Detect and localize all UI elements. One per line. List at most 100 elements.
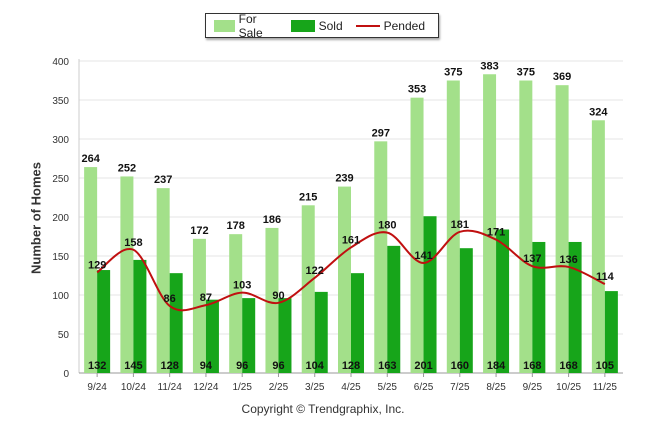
data-label-sold: 132 <box>88 360 106 372</box>
x-tick-label: 2/25 <box>269 382 289 393</box>
data-label-for-sale: 383 <box>480 60 498 72</box>
y-tick-label: 400 <box>52 57 69 68</box>
bar-for-sale <box>410 97 424 373</box>
data-label-sold: 128 <box>160 360 178 372</box>
bar-sold <box>532 241 546 373</box>
x-tick-label: 11/24 <box>158 382 183 393</box>
data-label-pended: 122 <box>306 265 324 277</box>
data-label-sold: 163 <box>378 360 396 372</box>
bar-for-sale <box>591 120 605 373</box>
data-label-pended: 129 <box>88 259 106 271</box>
data-label-pended: 114 <box>596 271 615 283</box>
line-pended <box>96 229 606 312</box>
legend-swatch-sold <box>290 19 315 32</box>
bar-sold <box>568 241 582 373</box>
data-label-for-sale: 375 <box>517 67 535 79</box>
legend-swatch-pended <box>355 24 380 27</box>
data-label-for-sale: 172 <box>190 225 208 237</box>
bar-sold <box>459 248 473 373</box>
copyright-footer: Copyright © Trendgraphix, Inc. <box>241 402 405 416</box>
data-label-for-sale: 324 <box>589 106 608 118</box>
data-label-pended: 181 <box>451 219 469 231</box>
data-label-sold: 168 <box>559 360 577 372</box>
data-label-for-sale: 215 <box>299 191 317 203</box>
bar-for-sale <box>555 85 569 374</box>
data-label-pended: 136 <box>559 254 577 266</box>
data-label-for-sale: 237 <box>154 174 172 186</box>
data-label-pended: 103 <box>233 280 251 292</box>
y-tick-label: 50 <box>58 330 70 341</box>
bar-sold <box>423 216 437 373</box>
data-label-for-sale: 264 <box>81 153 100 165</box>
y-tick-label: 250 <box>52 174 69 185</box>
bar-sold <box>97 270 111 373</box>
data-label-pended: 137 <box>523 253 541 265</box>
x-tick-label: 5/25 <box>378 382 398 393</box>
data-label-pended: 171 <box>487 227 505 239</box>
y-tick-label: 0 <box>63 369 69 380</box>
bar-for-sale <box>446 80 460 373</box>
legend: For Sale Sold Pended <box>205 12 439 40</box>
data-label-sold: 168 <box>523 360 541 372</box>
data-label-sold: 160 <box>451 360 469 372</box>
data-label-sold: 128 <box>342 360 360 372</box>
legend-item-sold[interactable]: Sold <box>290 18 343 33</box>
data-label-sold: 201 <box>414 360 432 372</box>
bar-for-sale <box>265 227 279 373</box>
y-tick-label: 300 <box>52 135 69 146</box>
legend-item-for-sale[interactable]: For Sale <box>214 12 278 40</box>
bar-for-sale <box>156 188 170 373</box>
legend-swatch-for-sale <box>214 19 235 32</box>
bar-sold <box>133 259 147 373</box>
data-label-sold: 145 <box>124 360 142 372</box>
y-tick-label: 100 <box>52 291 69 302</box>
y-tick-label: 200 <box>52 213 69 224</box>
data-label-for-sale: 252 <box>118 162 136 174</box>
x-tick-label: 9/24 <box>87 382 107 393</box>
data-label-for-sale: 178 <box>227 220 245 232</box>
bar-sold <box>351 273 364 373</box>
x-tick-label: 7/25 <box>450 382 470 393</box>
bar-for-sale <box>374 141 388 373</box>
x-tick-label: 9/25 <box>523 382 543 393</box>
bar-sold <box>387 245 401 373</box>
legend-item-pended[interactable]: Pended <box>355 19 425 33</box>
bar-for-sale <box>519 80 533 373</box>
bar-sold <box>278 298 292 373</box>
legend-label-sold: Sold <box>318 18 343 33</box>
data-label-sold: 96 <box>272 360 284 372</box>
bar-for-sale <box>229 234 243 373</box>
data-label-sold: 184 <box>487 360 506 372</box>
data-label-for-sale: 239 <box>335 173 353 185</box>
data-label-sold: 94 <box>200 360 213 372</box>
bar-for-sale <box>84 167 98 373</box>
data-label-for-sale: 375 <box>444 67 462 79</box>
data-label-pended: 87 <box>200 292 212 304</box>
data-label-for-sale: 297 <box>372 127 390 139</box>
bar-sold <box>205 299 219 373</box>
data-label-pended: 141 <box>414 250 432 262</box>
data-label-pended: 86 <box>164 293 176 305</box>
bar-for-sale <box>301 205 315 373</box>
data-label-pended: 161 <box>342 234 360 246</box>
bar-for-sale <box>120 176 134 373</box>
bar-sold <box>169 273 183 373</box>
x-tick-label: 12/24 <box>193 382 218 393</box>
bar-sold <box>314 291 328 373</box>
x-tick-label: 1/25 <box>232 382 252 393</box>
data-label-pended: 158 <box>124 237 142 249</box>
x-tick-label: 11/25 <box>593 382 618 393</box>
data-label-sold: 96 <box>236 360 248 372</box>
x-tick-label: 10/24 <box>121 382 146 393</box>
data-label-sold: 104 <box>306 360 325 372</box>
data-label-for-sale: 186 <box>263 214 281 226</box>
bar-for-sale <box>338 186 351 373</box>
y-tick-label: 150 <box>52 252 69 263</box>
bar-sold <box>496 229 510 373</box>
data-label-sold: 105 <box>596 360 614 372</box>
bar-sold <box>242 298 256 373</box>
bar-sold <box>604 291 618 373</box>
data-label-pended: 90 <box>272 290 284 302</box>
x-tick-label: 6/25 <box>414 382 434 393</box>
